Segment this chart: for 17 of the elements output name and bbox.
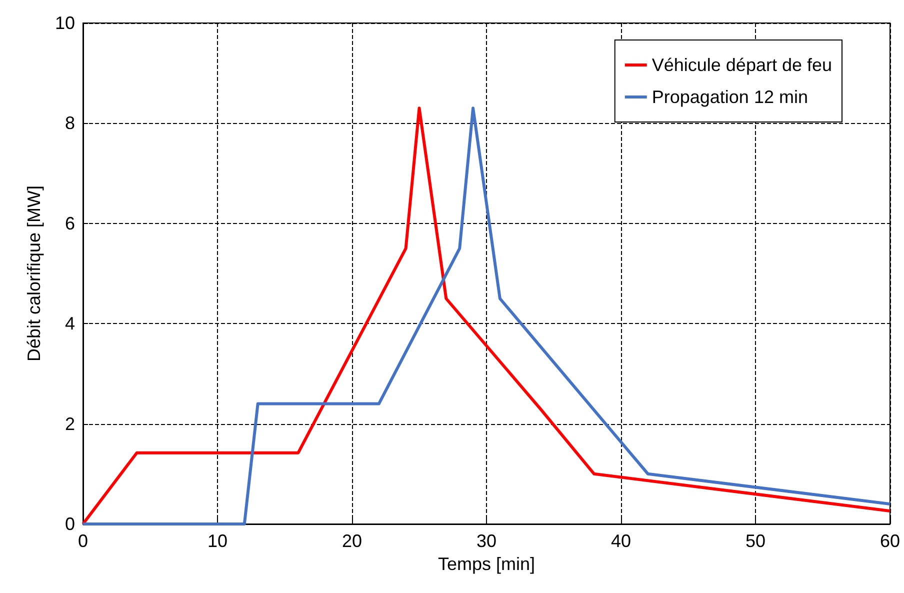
x-tick-label: 0 — [78, 531, 88, 551]
legend-label: Véhicule départ de feu — [652, 55, 832, 75]
x-tick-label: 30 — [476, 531, 497, 551]
x-tick-label: 10 — [207, 531, 228, 551]
y-tick-label: 2 — [64, 414, 75, 434]
x-tick-label: 50 — [745, 531, 766, 551]
y-tick-label: 10 — [54, 13, 75, 33]
y-tick-label: 4 — [64, 314, 75, 334]
y-tick-label: 8 — [64, 113, 75, 134]
x-axis-title: Temps [min] — [438, 554, 536, 574]
x-tick-label: 40 — [610, 531, 632, 551]
x-tick-label: 20 — [342, 531, 362, 551]
y-tick-label: 6 — [64, 213, 75, 234]
legend-label: Propagation 12 min — [652, 87, 808, 107]
y-tick-label: 0 — [64, 514, 75, 534]
x-tick-label: 60 — [880, 531, 900, 551]
y-axis-title: Débit calorifique [MW] — [24, 185, 44, 362]
